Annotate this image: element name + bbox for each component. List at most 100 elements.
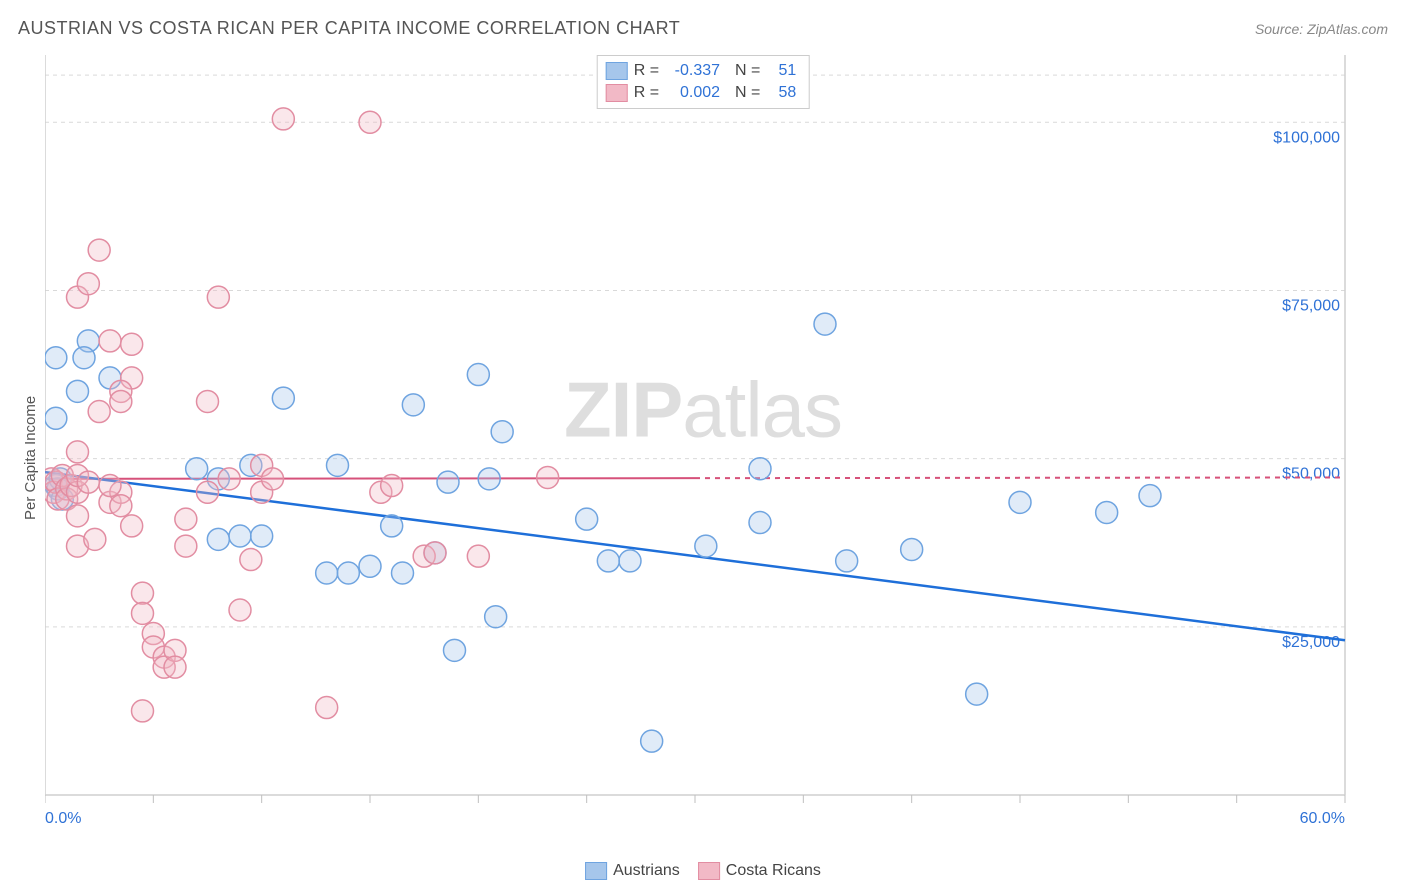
data-point <box>186 458 208 480</box>
data-point <box>99 475 121 497</box>
data-point <box>537 466 559 488</box>
legend-n-label: N = <box>726 60 760 82</box>
bottom-legend-item: Costa Ricans <box>698 862 821 880</box>
data-point <box>77 273 99 295</box>
data-point <box>132 700 154 722</box>
data-point <box>424 542 446 564</box>
data-point <box>67 441 89 463</box>
legend-r-label: R = <box>634 82 659 104</box>
chart-area: $25,000$50,000$75,000$100,0000.0%60.0% <box>45 55 1385 825</box>
bottom-legend-item: Austrians <box>585 862 680 880</box>
data-point <box>901 538 923 560</box>
data-point <box>262 468 284 490</box>
data-point <box>67 380 89 402</box>
y-axis-label: Per Capita Income <box>22 396 39 520</box>
data-point <box>240 549 262 571</box>
data-point <box>359 111 381 133</box>
data-point <box>695 535 717 557</box>
data-point <box>207 286 229 308</box>
data-point <box>444 639 466 661</box>
y-tick-label: $75,000 <box>1282 297 1340 314</box>
data-point <box>121 333 143 355</box>
legend-r-value: -0.337 <box>665 60 720 82</box>
data-point <box>381 475 403 497</box>
bottom-legend-label: Austrians <box>613 862 680 880</box>
data-point <box>402 394 424 416</box>
data-point <box>132 582 154 604</box>
data-point <box>88 239 110 261</box>
data-point <box>84 528 106 550</box>
data-point <box>1096 501 1118 523</box>
data-point <box>197 390 219 412</box>
data-point <box>272 108 294 130</box>
data-point <box>641 730 663 752</box>
x-tick-label: 60.0% <box>1300 810 1345 825</box>
y-tick-label: $100,000 <box>1273 129 1340 146</box>
data-point <box>485 606 507 628</box>
data-point <box>45 407 67 429</box>
data-point <box>478 468 500 490</box>
series-legend: Austrians Costa Ricans <box>585 862 821 880</box>
legend-r-value: 0.002 <box>665 82 720 104</box>
data-point <box>749 458 771 480</box>
data-point <box>229 599 251 621</box>
trend-line <box>45 478 695 479</box>
data-point <box>597 550 619 572</box>
x-tick-label: 0.0% <box>45 810 81 825</box>
data-point <box>381 515 403 537</box>
data-point <box>467 364 489 386</box>
chart-header: AUSTRIAN VS COSTA RICAN PER CAPITA INCOM… <box>18 18 1388 39</box>
legend-row: R = -0.337 N = 51 <box>606 60 797 82</box>
legend-swatch <box>606 84 628 102</box>
data-point <box>359 555 381 577</box>
data-point <box>218 468 240 490</box>
data-point <box>132 602 154 624</box>
data-point <box>67 505 89 527</box>
data-point <box>576 508 598 530</box>
data-point <box>437 471 459 493</box>
data-point <box>749 512 771 534</box>
data-point <box>121 515 143 537</box>
data-point <box>337 562 359 584</box>
data-point <box>77 471 99 493</box>
data-point <box>207 528 229 550</box>
data-point <box>1009 491 1031 513</box>
data-point <box>327 454 349 476</box>
data-point <box>45 347 67 369</box>
legend-swatch <box>698 862 720 880</box>
data-point <box>966 683 988 705</box>
data-point <box>316 562 338 584</box>
legend-n-value: 58 <box>766 82 796 104</box>
trend-line-dashed <box>695 477 1345 478</box>
data-point <box>110 390 132 412</box>
bottom-legend-label: Costa Ricans <box>726 862 821 880</box>
legend-n-label: N = <box>726 82 760 104</box>
data-point <box>110 495 132 517</box>
data-point <box>491 421 513 443</box>
data-point <box>88 401 110 423</box>
y-tick-label: $50,000 <box>1282 466 1340 483</box>
scatter-chart: $25,000$50,000$75,000$100,0000.0%60.0% <box>45 55 1385 825</box>
legend-r-label: R = <box>634 60 659 82</box>
data-point <box>197 481 219 503</box>
data-point <box>99 330 121 352</box>
legend-swatch <box>606 62 628 80</box>
legend-swatch <box>585 862 607 880</box>
data-point <box>251 525 273 547</box>
correlation-legend: R = -0.337 N = 51R = 0.002 N = 58 <box>597 55 810 109</box>
data-point <box>619 550 641 572</box>
chart-source: Source: ZipAtlas.com <box>1255 21 1388 37</box>
data-point <box>1139 485 1161 507</box>
data-point <box>73 347 95 369</box>
data-point <box>467 545 489 567</box>
data-point <box>392 562 414 584</box>
legend-row: R = 0.002 N = 58 <box>606 82 797 104</box>
data-point <box>316 697 338 719</box>
data-point <box>836 550 858 572</box>
data-point <box>272 387 294 409</box>
data-point <box>229 525 251 547</box>
data-point <box>814 313 836 335</box>
legend-n-value: 51 <box>766 60 796 82</box>
chart-title: AUSTRIAN VS COSTA RICAN PER CAPITA INCOM… <box>18 18 680 39</box>
data-point <box>175 508 197 530</box>
